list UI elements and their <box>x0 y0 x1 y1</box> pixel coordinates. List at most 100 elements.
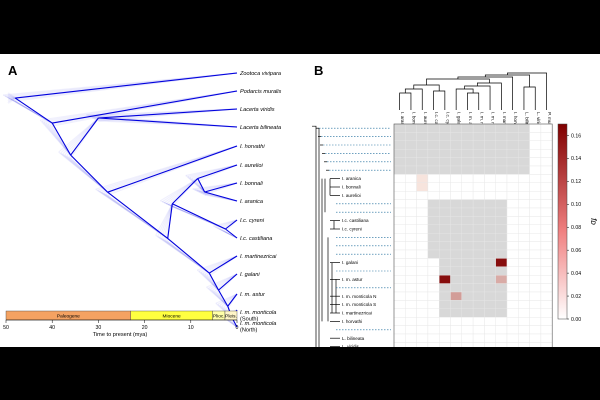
heatmap-cell <box>461 249 474 259</box>
taxon-label: I. horvathi <box>240 144 265 150</box>
tree-haze <box>163 238 210 274</box>
heatmap-cell <box>518 258 530 267</box>
heatmap-cell <box>450 190 463 200</box>
tree-branch <box>208 255 238 274</box>
tree-branch <box>197 164 238 180</box>
tree-haze <box>58 151 109 193</box>
heatmap-cell <box>461 123 474 133</box>
heatmap-cell <box>495 148 508 158</box>
row-label: I. galani <box>342 260 358 265</box>
heatmap-cell <box>438 216 451 225</box>
heatmap-cell <box>506 182 519 192</box>
heatmap-cell <box>405 266 417 276</box>
heatmap-cell <box>405 325 417 335</box>
heatmap-cell <box>450 266 463 276</box>
heatmap-cell <box>461 333 474 343</box>
heatmap-cell <box>416 216 429 225</box>
heatmap-cell <box>506 283 519 293</box>
tree-haze <box>60 152 109 193</box>
heatmap-cell <box>416 342 429 347</box>
heatmap-cell <box>393 157 406 167</box>
heatmap-cell <box>450 241 463 251</box>
tree-branch <box>70 117 99 156</box>
tree-haze <box>161 177 199 203</box>
row-dendrogram-branch <box>312 125 317 347</box>
tree-haze <box>62 117 99 155</box>
tree-haze <box>221 293 238 307</box>
heatmap-cell <box>472 132 485 142</box>
taxon-label: I. aranica <box>240 199 263 205</box>
tree-haze <box>8 97 53 124</box>
heatmap-cell <box>405 123 417 133</box>
column-label: I.c. cyreni <box>445 112 450 132</box>
heatmap-cell <box>506 274 519 284</box>
heatmap-cell <box>540 325 553 335</box>
heatmap-cell <box>529 291 542 301</box>
taxon-label-region: (North) <box>240 328 258 334</box>
heatmap-cell <box>518 249 530 259</box>
heatmap-cell <box>450 283 463 293</box>
heatmap-cell <box>416 258 429 267</box>
heatmap-cell <box>518 241 530 251</box>
heatmap-cell <box>416 182 429 192</box>
heatmap-cell <box>416 123 429 133</box>
heatmap-cell <box>472 190 485 200</box>
heatmap-cell <box>405 216 417 225</box>
heatmap-cell <box>518 132 530 142</box>
tree-haze <box>7 96 16 100</box>
colorbar-title: fᴅ <box>589 218 598 225</box>
heatmap-cell <box>405 342 417 347</box>
taxon-label: I. martinezricai <box>240 254 277 260</box>
heatmap-cell <box>416 300 429 309</box>
heatmap-cell <box>461 342 474 347</box>
heatmap-cell <box>393 317 406 326</box>
heatmap-cell <box>461 216 474 225</box>
heatmap-cell <box>506 224 519 234</box>
heatmap-cell <box>427 274 440 284</box>
colorbar-tick-label: 0.10 <box>571 202 581 208</box>
heatmap-cell <box>472 258 485 267</box>
heatmap-cell <box>495 224 508 234</box>
heatmap-cell <box>427 174 440 184</box>
heatmap-cell <box>484 266 496 276</box>
heatmap-cell <box>450 199 463 209</box>
heatmap-cell <box>427 216 440 225</box>
tree-haze <box>206 273 238 288</box>
tree-haze <box>219 293 238 306</box>
heatmap-cell <box>472 157 485 167</box>
figure-panel: A B Zootoca vivipara Podarcis muralis Lace… <box>0 54 600 347</box>
heatmap-cell <box>427 140 440 150</box>
heatmap-cell <box>540 140 553 150</box>
heatmap-cell <box>416 333 429 343</box>
heatmap-cell <box>484 216 496 225</box>
heatmap-cell <box>427 241 440 251</box>
epoch-label: Pleis. <box>225 314 237 320</box>
tree-haze <box>161 203 173 239</box>
heatmap-cell <box>506 300 519 309</box>
heatmap-cell <box>416 291 429 301</box>
heatmap-cell <box>518 325 530 335</box>
heatmap-cell <box>529 241 542 251</box>
heatmap-cell <box>518 199 530 209</box>
heatmap-cell <box>427 182 440 192</box>
heatmap-cell <box>461 308 474 318</box>
heatmap-cell <box>405 249 417 259</box>
heatmap-cell <box>495 258 508 267</box>
heatmap-cell <box>529 182 542 192</box>
tree-haze <box>163 203 173 240</box>
heatmap-cell <box>405 333 417 343</box>
heatmap-cell <box>529 232 542 242</box>
heatmap-cell <box>405 224 417 234</box>
tree-branch <box>172 203 226 230</box>
tree-branch <box>218 273 238 291</box>
heatmap-cell <box>518 266 530 276</box>
tree-haze <box>99 190 169 239</box>
heatmap-cell <box>461 274 474 284</box>
tree-haze <box>202 272 219 291</box>
tree-haze <box>64 154 109 193</box>
heatmap-cell <box>450 333 463 343</box>
heatmap-cell <box>506 291 519 301</box>
heatmap-cell <box>438 283 451 293</box>
heatmap-cell <box>438 249 451 259</box>
tree-branch <box>107 191 169 239</box>
